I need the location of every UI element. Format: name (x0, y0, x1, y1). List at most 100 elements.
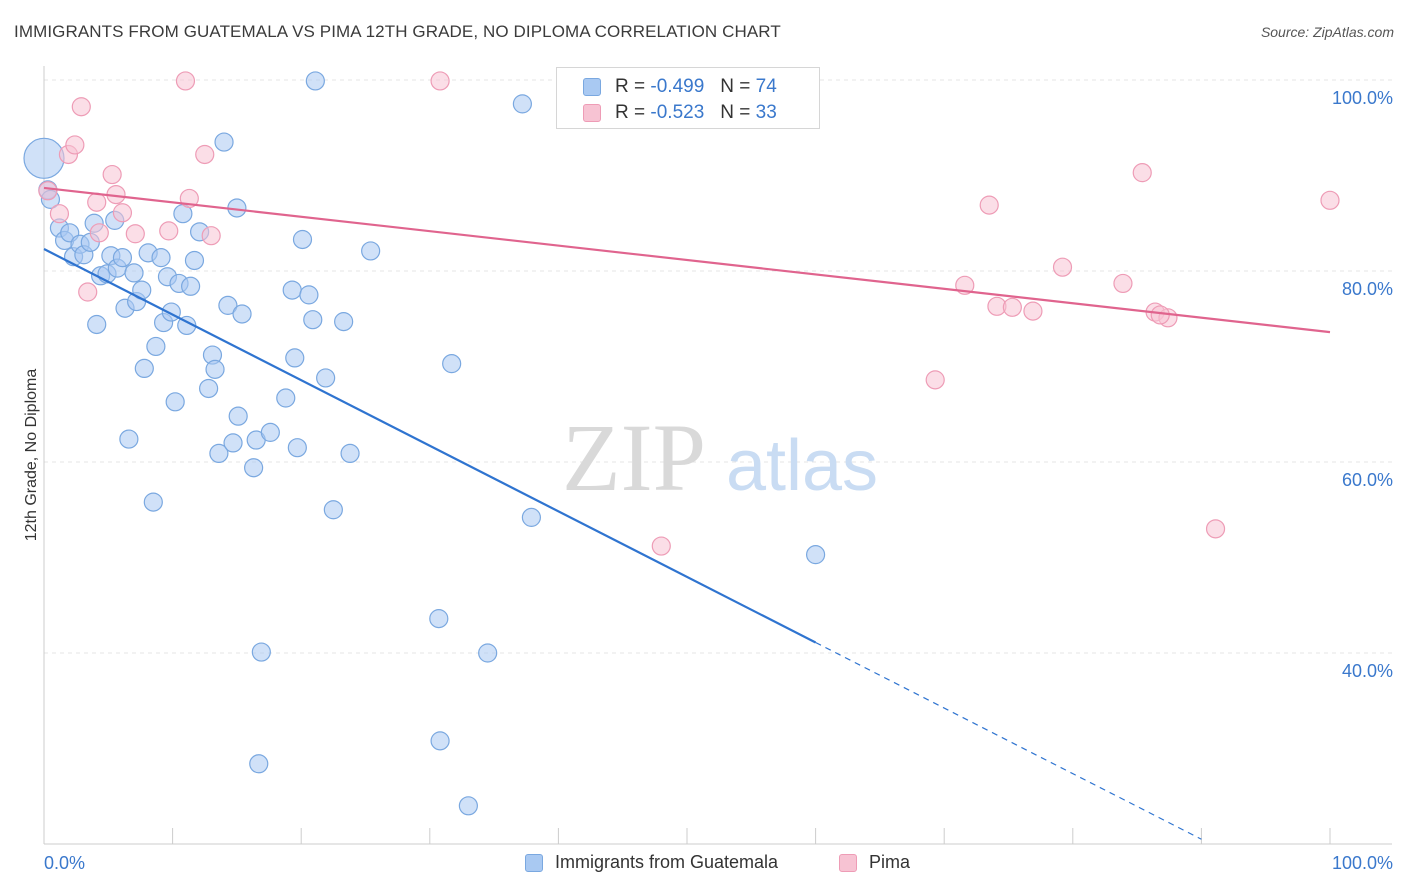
guatemala-point (305, 71, 325, 91)
pima-point (195, 144, 215, 165)
pima-point (89, 223, 109, 243)
guatemala-point (334, 312, 354, 332)
guatemala-point (151, 248, 171, 268)
guatemala-point (285, 348, 305, 368)
series-swatch-blue-icon (525, 853, 543, 872)
pima-point (71, 97, 91, 117)
pima-point (651, 536, 671, 556)
y-tick-label: 60.0% (1342, 470, 1393, 490)
legend-row-pima: R = -0.523 N = 33 (583, 101, 777, 125)
pima-point (38, 181, 58, 201)
guatemala-point (218, 295, 238, 315)
guatemala-point (430, 731, 450, 751)
pima-point (430, 71, 450, 91)
legend-n-value: 33 (755, 102, 777, 123)
pima-point (1320, 190, 1340, 210)
x-tick-label: 100.0% (1332, 853, 1393, 873)
y-tick-label: 40.0% (1342, 661, 1393, 681)
guatemala-point (429, 609, 449, 629)
legend-n-label: N = (720, 102, 751, 123)
guatemala-trend-extension (815, 641, 1202, 840)
guatemala-point (184, 250, 205, 271)
guatemala-point (287, 438, 307, 458)
legend-r-label: R = (615, 102, 646, 123)
guatemala-point (223, 433, 243, 453)
guatemala-point (143, 492, 163, 512)
y-tick-label: 80.0% (1342, 279, 1393, 299)
pima-point (1002, 297, 1022, 317)
guatemala-point (112, 248, 133, 268)
guatemala-point (361, 241, 381, 261)
pima-point (78, 282, 98, 302)
pima-trend-line (43, 186, 1331, 334)
guatemala-point (282, 280, 302, 300)
pima-point (1023, 301, 1043, 321)
pima-point (979, 195, 999, 215)
pima-point (175, 71, 196, 91)
watermark-atlas: atlas (726, 426, 878, 506)
guatemala-point (232, 304, 252, 324)
guatemala-point (303, 310, 323, 330)
pima-point (125, 224, 145, 244)
x-tick-label: 0.0% (44, 853, 85, 873)
guatemala-point (512, 94, 532, 114)
legend-row-guatemala: R = -0.499 N = 74 (583, 75, 777, 99)
legend-n-label: N = (720, 76, 751, 97)
legend-r-value: -0.523 (650, 102, 705, 123)
guatemala-point (87, 314, 107, 335)
watermark-zip: ZIP (562, 404, 706, 511)
legend-swatch-blue-icon (583, 78, 601, 96)
guatemala-point (181, 276, 201, 296)
chart-title: IMMIGRANTS FROM GUATEMALA VS PIMA 12TH G… (14, 22, 781, 41)
guatemala-point (340, 443, 360, 464)
pima-point (112, 203, 133, 223)
series-legend-pima[interactable]: Pima (839, 852, 910, 873)
guatemala-point (442, 354, 462, 374)
guatemala-point (316, 368, 336, 388)
guatemala-point (251, 642, 271, 662)
guatemala-point (146, 336, 166, 357)
series-swatch-pink-icon (839, 853, 857, 872)
pima-point (87, 192, 107, 212)
guatemala-point (214, 132, 234, 152)
guatemala-point (478, 643, 498, 663)
guatemala-point (521, 507, 541, 527)
series-legend-guatemala[interactable]: Immigrants from Guatemala (525, 852, 778, 873)
pima-point (159, 221, 179, 241)
guatemala-point (323, 500, 343, 520)
series-legend-label: Immigrants from Guatemala (555, 852, 779, 872)
guatemala-point (276, 388, 296, 408)
guatemala-trend-line (43, 248, 817, 644)
guatemala-point (292, 229, 313, 250)
guatemala-point (209, 443, 229, 464)
legend-r-value: -0.499 (650, 76, 705, 97)
guatemala-point (260, 422, 280, 442)
guatemala-point (134, 358, 154, 379)
chart-source: Source: ZipAtlas.com (1260, 24, 1394, 40)
guatemala-point (119, 429, 139, 449)
pima-point (1132, 163, 1152, 183)
legend-n-value: 74 (755, 76, 777, 97)
guatemala-point (249, 754, 269, 774)
guatemala-point (244, 458, 264, 478)
guatemala-point (228, 406, 248, 426)
guatemala-point (124, 263, 144, 283)
guatemala-point (199, 378, 219, 399)
guatemala-point (805, 545, 826, 565)
guatemala-point (205, 359, 225, 379)
stats-legend: R = -0.499 N = 74 R = -0.523 N = 33 (556, 67, 820, 129)
legend-swatch-pink-icon (583, 104, 601, 122)
pima-point (1052, 257, 1073, 277)
series-legend-label: Pima (869, 852, 911, 872)
pima-point (1113, 273, 1133, 294)
pima-point (65, 135, 85, 155)
y-tick-label: 100.0% (1332, 88, 1393, 108)
y-axis-label: 12th Grade, No Diploma (23, 368, 40, 542)
guatemala-point (165, 392, 185, 412)
pima-point (102, 164, 122, 185)
pima-point (1150, 305, 1170, 325)
guatemala-point (458, 796, 478, 816)
legend-r-label: R = (615, 76, 646, 97)
pima-point (925, 370, 945, 390)
